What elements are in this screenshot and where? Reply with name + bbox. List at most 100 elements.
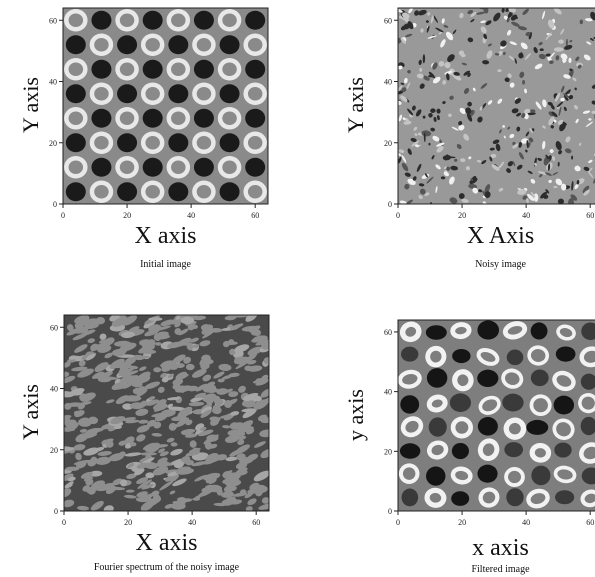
- noise-speck: [467, 72, 471, 77]
- noise-speck: [512, 143, 519, 149]
- noise-speck: [507, 161, 514, 167]
- light-ring: [579, 442, 595, 464]
- spectrum-blob: [64, 446, 74, 452]
- noise-speck: [460, 158, 466, 163]
- dark-blob: [531, 465, 551, 486]
- light-ring: [452, 369, 474, 392]
- light-ring: [115, 58, 139, 81]
- noise-speck: [398, 90, 404, 95]
- spectrum-blob: [224, 315, 237, 321]
- noise-speck: [528, 137, 534, 143]
- noise-speck: [520, 42, 528, 50]
- noise-speck: [518, 141, 522, 148]
- light-ring: [140, 82, 165, 105]
- noise-speck: [414, 10, 419, 16]
- noise-speck: [545, 32, 552, 41]
- noise-speck: [444, 62, 451, 69]
- y-tick-label: 0: [53, 200, 57, 209]
- spectrum-blob: [248, 325, 261, 333]
- x-tick-label: 0: [396, 211, 400, 220]
- light-ring: [553, 465, 577, 484]
- noise-speck: [533, 46, 538, 54]
- noise-speck: [525, 31, 531, 37]
- noise-speck: [506, 168, 511, 173]
- noise-speck: [548, 52, 555, 60]
- noise-speck: [514, 98, 522, 104]
- noise-speck: [428, 142, 431, 146]
- spectrum-blob: [95, 456, 112, 465]
- noise-speck: [479, 106, 483, 111]
- noise-speck: [558, 39, 564, 44]
- dark-blob: [425, 325, 447, 340]
- x-tick-label: 0: [62, 518, 66, 527]
- noise-speck: [417, 9, 427, 16]
- dark-blob: [553, 395, 575, 415]
- noise-speck: [440, 39, 446, 48]
- spectrum-blob: [181, 430, 192, 436]
- noise-speck: [556, 101, 564, 108]
- panel-1: 0 20 40 60 0 20 40 60 X axis Y axis Initial image: [18, 7, 269, 270]
- dark-blob: [399, 443, 421, 459]
- dark-blob: [142, 59, 163, 79]
- dark-blob: [65, 35, 86, 55]
- light-ring: [477, 438, 500, 461]
- spectrum-blob: [256, 485, 268, 493]
- noise-speck: [452, 29, 457, 35]
- noise-speck: [552, 172, 559, 176]
- spectrum-blob: [98, 339, 106, 344]
- spectrum-blob: [123, 395, 142, 402]
- plot-frame: [63, 314, 270, 512]
- spectrum-blob: [199, 340, 211, 347]
- dark-blob: [477, 320, 500, 340]
- spectrum-blob: [261, 374, 269, 381]
- noise-speck: [424, 173, 428, 178]
- light-ring: [217, 156, 242, 179]
- noise-speck: [522, 80, 525, 85]
- spectrum-blob: [230, 341, 238, 345]
- noise-speck: [466, 113, 473, 122]
- dark-blob: [117, 182, 138, 202]
- noise-speck: [402, 12, 410, 19]
- spectrum-blob: [167, 373, 175, 378]
- noise-speck: [470, 11, 477, 18]
- x-tick-label: 0: [61, 211, 65, 220]
- noise-speck: [449, 95, 454, 100]
- light-ring: [243, 33, 267, 56]
- noise-speck: [517, 188, 527, 195]
- noise-speck: [583, 166, 590, 171]
- noise-speck: [527, 170, 533, 174]
- noise-speck: [529, 127, 534, 134]
- y-tick-label: 20: [384, 139, 392, 148]
- noise-speck: [542, 10, 546, 20]
- dark-blob: [506, 349, 524, 366]
- spectrum-blob: [119, 342, 137, 352]
- light-ring: [400, 416, 424, 438]
- dark-blob: [477, 464, 498, 483]
- spectrum-blob: [77, 417, 90, 426]
- y-tick-label: 40: [50, 385, 58, 394]
- noise-speck: [446, 73, 450, 81]
- spectrum-blob: [172, 354, 186, 364]
- spectrum-blob: [93, 483, 110, 492]
- x-tick-label: 20: [458, 211, 466, 220]
- spectrum-blob: [192, 344, 200, 348]
- noise-speck: [577, 64, 582, 69]
- light-ring: [166, 107, 191, 130]
- noise-speck: [398, 114, 403, 122]
- noise-speck: [403, 77, 408, 84]
- noise-speck: [538, 42, 543, 46]
- light-ring: [140, 33, 165, 56]
- dark-blob: [168, 84, 189, 104]
- spectrum-blob: [134, 468, 145, 476]
- y-tick-label: 60: [49, 16, 57, 25]
- dark-blob: [426, 466, 446, 486]
- noise-speck: [398, 8, 403, 13]
- noise-speck: [450, 165, 458, 171]
- x-axis-label: x axis: [472, 535, 529, 561]
- spectrum-blob: [168, 406, 186, 411]
- light-ring: [192, 180, 216, 203]
- spectrum-blob: [260, 417, 269, 424]
- spectrum-blob: [186, 342, 194, 351]
- spectrum-blob: [254, 400, 265, 408]
- noise-speck: [500, 40, 507, 47]
